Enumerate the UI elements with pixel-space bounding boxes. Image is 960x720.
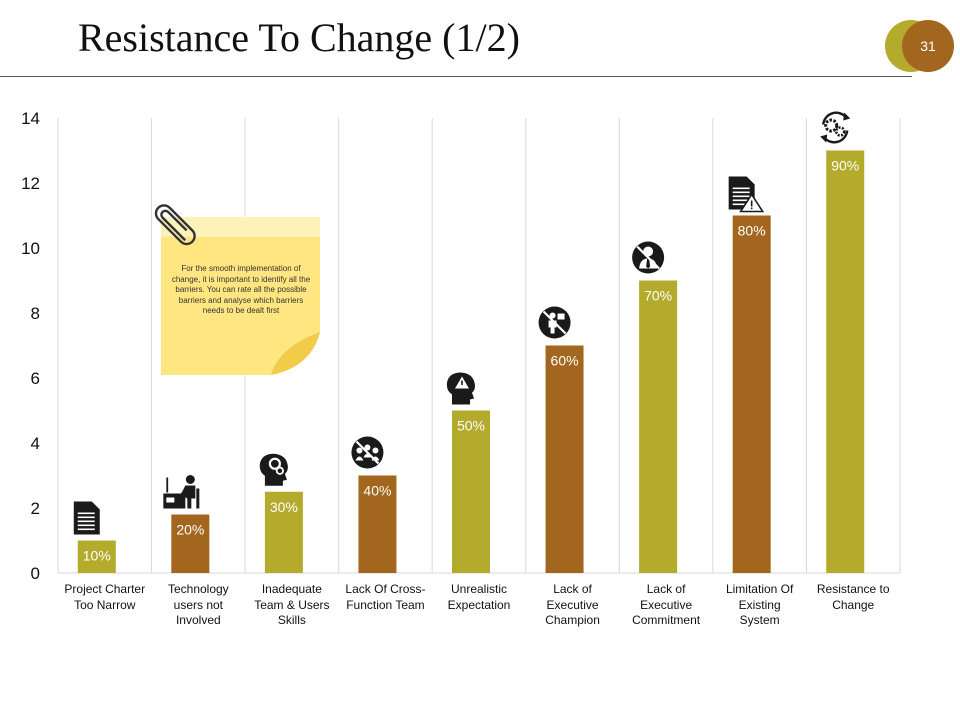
head-warning-icon — [446, 372, 475, 405]
bar-data-label: 70% — [644, 288, 672, 304]
no-executive-icon — [632, 241, 665, 274]
x-tick-label-line: Lack of — [553, 582, 592, 596]
no-presenter-icon — [538, 306, 571, 339]
y-tick-label: 2 — [31, 499, 40, 518]
x-tick-label-line: System — [739, 613, 780, 627]
bar-data-label: 80% — [738, 223, 766, 239]
x-tick-label-line: Limitation Of — [725, 582, 794, 596]
y-tick-label: 10 — [21, 239, 40, 258]
x-tick-label: Unrealistic Expectation — [429, 582, 529, 613]
bar — [358, 475, 397, 573]
bar — [264, 491, 303, 573]
y-tick-label: 12 — [21, 174, 40, 193]
x-tick-label-line: Unrealistic — [450, 582, 507, 596]
paperclip-icon — [154, 204, 196, 246]
bar — [826, 150, 865, 573]
bar-data-label: 60% — [551, 353, 579, 369]
x-tick-label: Resistance to Change — [803, 582, 903, 613]
bar-data-label: 10% — [83, 548, 111, 564]
desk-worker-icon — [163, 475, 200, 509]
gears-refresh-icon — [820, 111, 851, 144]
x-tick-label-line: Skills — [277, 613, 306, 627]
bar — [545, 345, 584, 573]
bar — [732, 215, 771, 573]
x-tick-label-line: Executive — [640, 597, 693, 612]
x-tick-label: Lack of Executive Commitment — [616, 582, 716, 629]
document-warning-icon — [728, 176, 765, 213]
bar-data-label: 20% — [176, 522, 204, 538]
x-tick-label-line: Team & Users — [254, 597, 330, 612]
page-number-badge: 31 — [902, 20, 954, 72]
x-tick-label-line: Involved — [175, 613, 221, 627]
x-tick-label: Project Charter Too Narrow — [55, 582, 155, 613]
x-tick-label: Lack Of Cross- Function Team — [335, 582, 435, 613]
sticky-note — [161, 217, 320, 375]
document-icon — [73, 501, 100, 535]
y-tick-label: 4 — [31, 434, 40, 453]
x-tick-label-line: Lack Of Cross- — [345, 582, 426, 596]
x-tick-label-line: users not — [173, 597, 223, 612]
y-tick-label: 8 — [31, 304, 40, 323]
head-gears-icon — [259, 453, 288, 486]
x-tick-label-line: Expectation — [447, 597, 511, 612]
x-tick-label-line: Inadequate — [261, 582, 322, 596]
no-team-icon — [351, 436, 384, 469]
x-tick-label-line: Resistance to — [816, 582, 890, 596]
x-tick-label-line: Change — [832, 597, 875, 612]
x-tick-label: Lack of Executive Champion — [523, 582, 623, 629]
x-tick-label: Inadequate Team & Users Skills — [242, 582, 342, 629]
x-tick-label: Technology users not Involved — [148, 582, 248, 629]
bar-data-label: 40% — [363, 483, 391, 499]
title-divider — [0, 76, 912, 77]
x-tick-label-line: Existing — [738, 597, 781, 612]
bar-data-label: 90% — [831, 158, 859, 174]
x-tick-label-line: Commitment — [632, 613, 701, 627]
x-tick-label: Limitation Of Existing System — [710, 582, 810, 629]
y-tick-label: 0 — [31, 564, 40, 583]
x-tick-label-line: Project Charter — [64, 582, 146, 596]
x-tick-label-line: Too Narrow — [74, 597, 136, 612]
bar — [171, 514, 210, 573]
x-tick-label-line: Lack of — [646, 582, 686, 596]
slide-title: Resistance To Change (1/2) — [78, 15, 520, 60]
x-tick-label-line: Technology — [167, 582, 229, 596]
sticky-note-text: For the smooth implementation of change,… — [171, 264, 311, 315]
bar — [639, 280, 678, 573]
x-tick-label-line: Executive — [546, 597, 599, 612]
bar — [452, 410, 490, 573]
bar-data-label: 30% — [270, 499, 298, 515]
x-tick-label-line: Function Team — [346, 597, 425, 612]
bar — [77, 540, 116, 573]
bar-data-label: 50% — [457, 418, 485, 434]
x-tick-label-line: Champion — [545, 613, 600, 627]
y-tick-label: 6 — [31, 369, 40, 388]
y-tick-label: 14 — [21, 109, 40, 128]
